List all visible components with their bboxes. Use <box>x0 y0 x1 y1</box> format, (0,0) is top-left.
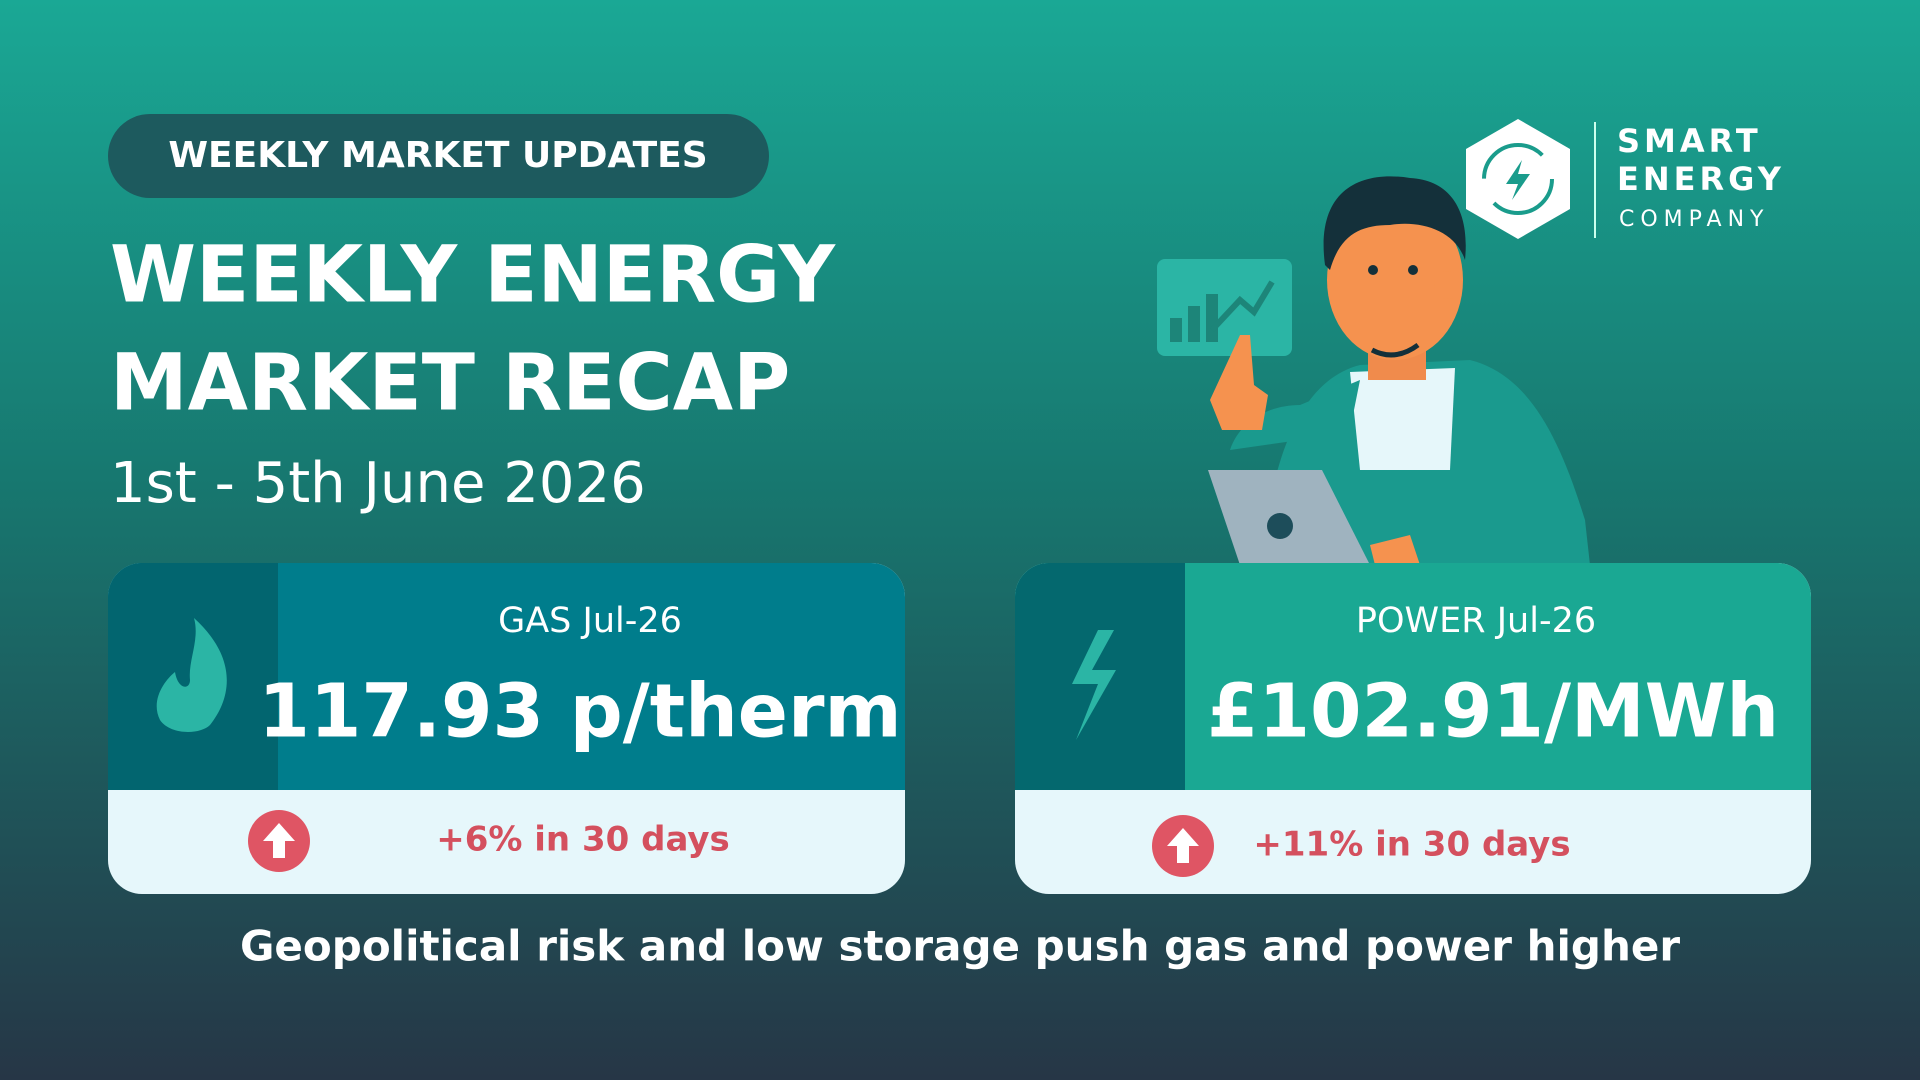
footer: Geopolitical risk and low storage push g… <box>240 922 1680 971</box>
card-label: GAS Jul-26 <box>498 601 682 641</box>
logo-text: COMPANY <box>1619 207 1769 232</box>
card-change: +11% in 30 days <box>1253 825 1570 865</box>
title-line: MARKET RECAP <box>110 338 790 428</box>
card-value: £102.91/MWh <box>1207 669 1779 755</box>
card-change: +6% in 30 days <box>436 820 730 860</box>
gas-card <box>108 563 905 894</box>
power-card <box>1015 563 1811 894</box>
badge-text: WEEKLY MARKET UPDATES <box>168 135 707 176</box>
date-range: 1st - 5th June 2026 <box>110 451 646 516</box>
logo-text: ENERGY <box>1617 160 1785 198</box>
illustration <box>1157 176 1590 565</box>
card-value: 117.93 p/therm <box>258 669 901 755</box>
up-arrow <box>1167 828 1199 863</box>
card-label: POWER Jul-26 <box>1356 601 1596 641</box>
logo-text: SMART <box>1617 122 1762 160</box>
badge <box>108 114 769 198</box>
logo <box>1466 119 1596 239</box>
up-arrow <box>263 823 295 858</box>
title-line: WEEKLY ENERGY <box>110 230 836 320</box>
